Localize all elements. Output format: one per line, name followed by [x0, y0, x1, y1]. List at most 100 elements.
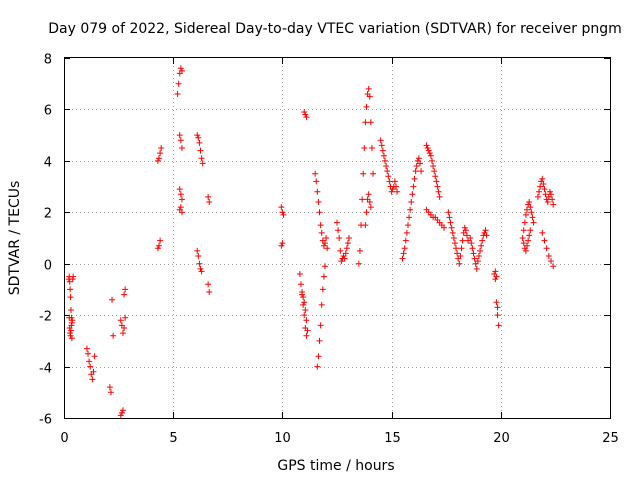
data-point	[394, 188, 401, 195]
data-point	[522, 211, 529, 218]
y-tick-label: 0	[44, 259, 52, 274]
data-point	[382, 157, 389, 164]
data-point	[337, 247, 344, 254]
data-point	[316, 209, 323, 216]
data-point	[300, 294, 307, 301]
data-point	[362, 222, 369, 229]
data-point	[68, 335, 75, 342]
data-points	[65, 65, 557, 419]
data-point	[67, 332, 74, 339]
data-point	[301, 312, 308, 319]
x-tick-labels: 0 5 10 15 20 25	[60, 431, 618, 446]
data-point	[479, 237, 486, 244]
data-point	[323, 235, 330, 241]
data-point	[69, 317, 76, 324]
data-point	[194, 132, 201, 139]
data-point	[156, 155, 163, 162]
data-point	[550, 201, 557, 208]
data-point	[67, 286, 74, 293]
data-point	[304, 327, 311, 334]
data-point	[477, 247, 484, 254]
data-point	[462, 227, 469, 234]
data-point	[302, 307, 309, 313]
data-point	[315, 199, 322, 205]
data-point	[296, 271, 303, 277]
y-tick-label: 2	[44, 207, 52, 222]
data-point	[158, 145, 165, 151]
data-point	[67, 307, 74, 313]
data-point	[471, 255, 478, 262]
data-point	[279, 209, 286, 216]
data-point	[119, 330, 126, 337]
data-point	[206, 289, 213, 295]
data-point	[335, 227, 342, 234]
data-point	[279, 240, 286, 247]
data-point	[83, 345, 90, 352]
data-point	[392, 183, 399, 190]
x-tick-label: 0	[60, 431, 68, 446]
data-point	[537, 183, 544, 190]
data-point	[493, 273, 500, 280]
data-point	[197, 147, 204, 154]
data-point	[461, 224, 468, 231]
data-point	[91, 353, 98, 360]
data-point	[388, 188, 395, 195]
data-point	[174, 91, 181, 97]
data-point	[157, 237, 164, 244]
data-point	[548, 191, 555, 198]
data-point	[199, 160, 206, 167]
data-point	[87, 363, 94, 370]
data-point	[470, 250, 477, 257]
y-tick-label: -2	[39, 310, 52, 325]
data-point	[67, 294, 74, 301]
data-point	[418, 168, 425, 175]
x-tick-label: 25	[602, 431, 619, 446]
data-point	[198, 155, 205, 162]
data-point	[297, 281, 304, 288]
data-point	[363, 103, 370, 110]
data-point	[384, 168, 391, 175]
data-point	[413, 163, 420, 169]
y-tick-label: -4	[39, 362, 52, 377]
data-point	[366, 93, 373, 100]
data-point	[404, 222, 411, 229]
data-point	[177, 137, 184, 144]
data-point	[366, 199, 373, 205]
data-point	[106, 384, 113, 391]
data-point	[317, 322, 324, 329]
data-point	[336, 235, 343, 241]
data-point	[122, 286, 129, 293]
data-point	[399, 255, 406, 262]
data-point	[456, 260, 463, 267]
data-point	[341, 255, 348, 262]
data-point	[342, 250, 349, 257]
data-point	[469, 245, 476, 252]
data-point	[425, 147, 432, 154]
x-tick-label: 10	[274, 431, 291, 446]
data-point	[107, 389, 114, 396]
data-point	[424, 145, 431, 151]
data-point	[478, 242, 485, 249]
data-point	[520, 227, 527, 234]
data-point	[313, 178, 320, 185]
data-point	[410, 183, 417, 190]
data-point	[177, 204, 184, 211]
data-point	[156, 242, 163, 249]
data-point	[386, 178, 393, 185]
data-point	[379, 147, 386, 154]
data-point	[344, 240, 351, 247]
data-point	[367, 204, 374, 211]
data-point	[411, 175, 418, 182]
data-point	[303, 114, 310, 121]
data-point	[109, 296, 116, 303]
data-point	[367, 119, 374, 126]
data-point	[118, 409, 125, 416]
data-point	[474, 258, 481, 265]
data-point	[459, 237, 466, 244]
x-tick-label: 5	[169, 431, 177, 446]
data-point	[360, 170, 367, 177]
data-point	[194, 247, 201, 254]
data-point	[401, 245, 408, 252]
data-point	[441, 224, 448, 231]
